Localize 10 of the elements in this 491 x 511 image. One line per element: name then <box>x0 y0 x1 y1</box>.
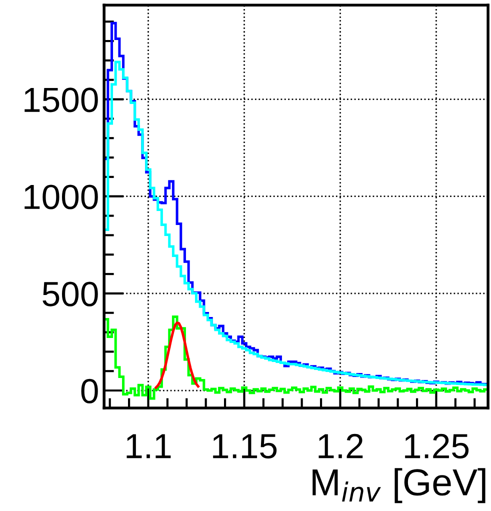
y-tick-label: 500 <box>42 282 98 306</box>
y-tick-label: 1500 <box>24 88 98 112</box>
x-axis-title: M$_{inv}$ [GeV] <box>312 468 486 504</box>
y-tick-label: 0 <box>81 378 98 404</box>
y-tick-label: 1000 <box>24 184 98 210</box>
x-tick-label: 1.25 <box>405 434 469 458</box>
x-tick-label: 1.15 <box>213 434 277 458</box>
line-series <box>154 322 200 389</box>
x-tick-label: 1.2 <box>318 434 363 458</box>
x-tick-label: 1.1 <box>126 434 171 458</box>
